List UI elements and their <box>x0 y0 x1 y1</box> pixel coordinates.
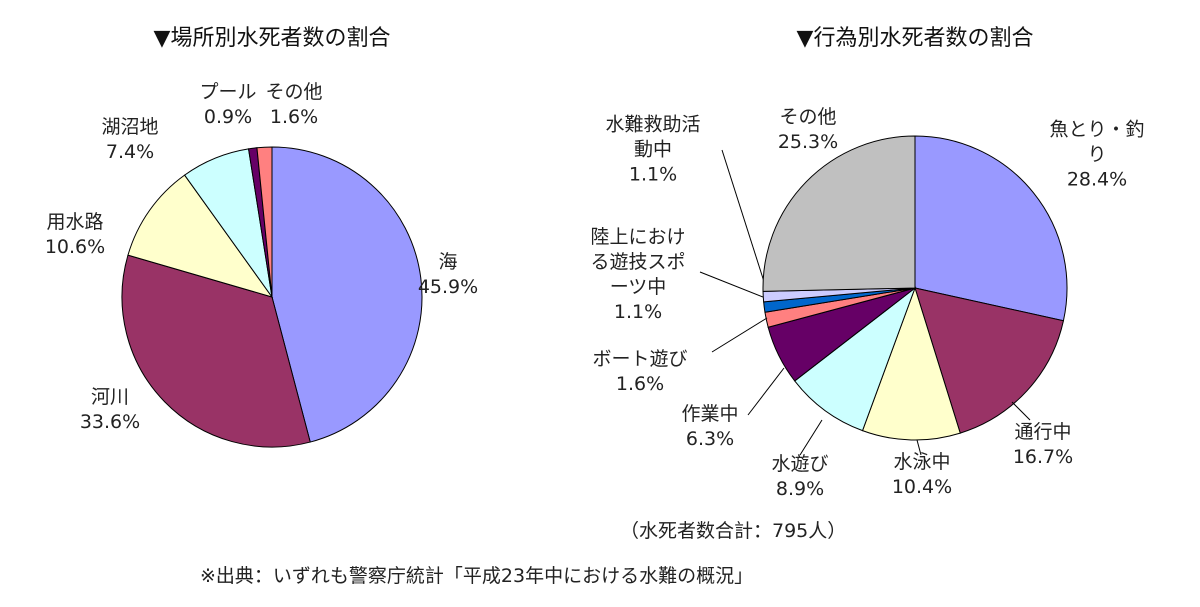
pie-slice <box>127 174 274 298</box>
chart-title: ▼場所別水死者数の割合 <box>153 26 391 51</box>
slice-label: 湖沼地 7.4% <box>101 115 158 165</box>
slice-label: プール 0.9% <box>199 80 256 130</box>
slice-label: 水難救助活動中 1.1% <box>598 113 708 188</box>
pie-slice <box>271 146 423 443</box>
note: （水死者数合計：795人） <box>620 520 847 542</box>
pie-slice <box>121 254 311 448</box>
category-label: 作業中 <box>681 403 739 425</box>
value-label: 33.6% <box>79 411 141 433</box>
value-label: 16.7% <box>1012 446 1074 468</box>
value-label: 1.1% <box>628 163 678 186</box>
leader-line <box>747 367 785 416</box>
value-label: 25.3% <box>777 131 839 153</box>
category-label: 用水路 <box>46 211 104 233</box>
category-label: その他 <box>779 106 837 128</box>
category-label: 水遊び <box>771 453 829 475</box>
pie-slice <box>914 135 1068 322</box>
slice-label: その他 1.6% <box>265 80 322 130</box>
footnote: ※出典：いずれも警察庁統計「平成23年中における水難の概況」 <box>200 565 754 587</box>
slice-label: 通行中 16.7% <box>1013 420 1073 470</box>
category-label: 陸上における遊技スポーツ中 <box>590 226 686 298</box>
pie-slice <box>914 287 1065 434</box>
slice-label: 水遊び 8.9% <box>771 452 828 502</box>
leader-line <box>711 317 768 353</box>
slice-label: 水泳中 10.4% <box>892 450 952 500</box>
slice-label: 河川 33.6% <box>80 385 140 435</box>
value-label: 6.3% <box>685 428 735 450</box>
leader-line <box>916 439 922 456</box>
category-label: 魚とり・釣り <box>1049 118 1145 166</box>
value-label: 10.4% <box>891 476 953 498</box>
leader-line <box>799 419 823 456</box>
value-label: 1.6% <box>615 373 665 395</box>
leader-line <box>1011 401 1031 421</box>
value-label: 1.1% <box>613 301 663 323</box>
chart-title: ▼行為別水死者数の割合 <box>796 26 1034 51</box>
value-label: 7.4% <box>105 141 155 163</box>
value-label: 1.6% <box>269 106 319 128</box>
category-label: 水泳中 <box>893 451 951 473</box>
category-label: 海 <box>438 251 458 273</box>
value-label: 10.6% <box>44 236 106 258</box>
slice-label: ボート遊び 1.6% <box>592 347 687 397</box>
value-label: 8.9% <box>775 478 825 500</box>
slice-label: 用水路 10.6% <box>45 210 105 260</box>
pie-slice <box>861 286 961 441</box>
slice-label: 作業中 6.3% <box>681 402 738 452</box>
category-label: 通行中 <box>1014 421 1072 443</box>
slice-label: 魚とり・釣り 28.4% <box>1046 118 1149 193</box>
leader-line <box>721 149 768 292</box>
category-label: プール <box>199 81 257 103</box>
pie-slice <box>794 286 917 432</box>
category-label: その他 <box>265 81 323 103</box>
value-label: 0.9% <box>203 106 253 128</box>
leader-line <box>699 271 764 298</box>
category-label: 水難救助活動中 <box>605 113 701 161</box>
pie-slice <box>256 146 273 298</box>
slice-label: 陸上における遊技スポーツ中 1.1% <box>583 225 693 325</box>
value-label: 28.4% <box>1066 168 1128 191</box>
category-label: ボート遊び <box>592 348 688 370</box>
category-label: 湖沼地 <box>101 116 159 138</box>
slice-label: その他 25.3% <box>778 105 838 155</box>
value-label: 45.9% <box>417 276 479 298</box>
category-label: 河川 <box>90 386 130 408</box>
pie-slice <box>762 135 916 292</box>
slice-label: 海 45.9% <box>418 250 478 300</box>
